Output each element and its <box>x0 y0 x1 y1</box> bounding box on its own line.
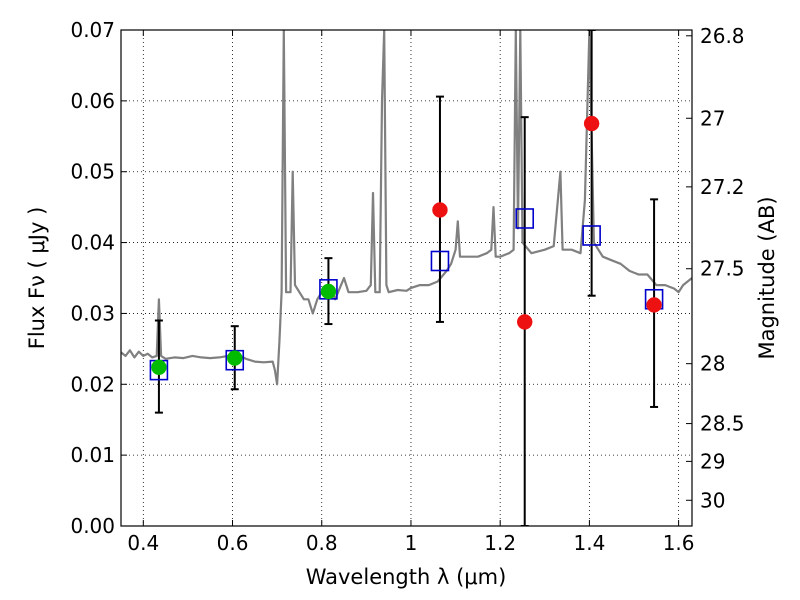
y-tick-label: 0.02 <box>70 372 115 396</box>
y-tick-label: 0.05 <box>70 160 115 184</box>
x-tick-label: 0.4 <box>127 531 159 555</box>
observed-dot-marker <box>151 359 167 376</box>
tick-layer: 0.4 0.6 0.8 1 1.2 1.4 1.6 0.00 0.01 0.02 0.03 0.04 0… <box>70 18 744 555</box>
y2-tick-label: 28 <box>700 352 725 376</box>
x-tick-label: 1 <box>405 531 418 555</box>
observed-dot-marker <box>227 350 243 366</box>
x-tick-label: 1.4 <box>573 531 605 555</box>
model-square-marker <box>515 208 535 229</box>
y2-tick-label: 27.2 <box>700 175 745 199</box>
observed-dot-marker <box>320 283 337 300</box>
y-tick-label: 0.04 <box>70 231 115 255</box>
observed-dot-marker <box>583 115 600 132</box>
y-tick-label: 0.07 <box>70 18 115 42</box>
plot-layer <box>121 30 692 526</box>
y2-tick-label: 27.5 <box>700 257 745 281</box>
y-tick-label: 0.03 <box>70 301 115 325</box>
y-tick-label: 0.00 <box>70 514 115 538</box>
y2-axis-label: Magnitude (AB) <box>755 196 779 359</box>
x-tick-label: 1.2 <box>484 531 516 555</box>
x-tick-label: 0.6 <box>217 531 249 555</box>
x-axis-label: Wavelength λ (μm) <box>306 565 507 589</box>
grid-layer <box>121 29 692 527</box>
y2-tick-label: 29 <box>700 449 725 473</box>
x-tick-label: 0.8 <box>306 531 338 555</box>
model-square-marker <box>430 250 450 272</box>
observed-dot-marker <box>432 202 448 218</box>
x-tick-label: 1.6 <box>663 531 695 555</box>
model-square-marker <box>582 225 601 246</box>
y-axis-label: Flux Fν ( μJy ) <box>25 207 49 350</box>
spectrum-line <box>121 30 692 386</box>
y2-tick-label: 27 <box>700 106 725 130</box>
y2-tick-label: 30 <box>700 488 725 512</box>
y2-tick-label: 28.5 <box>700 412 745 436</box>
y-tick-label: 0.01 <box>70 443 115 467</box>
plot-frame <box>120 29 693 527</box>
y-tick-label: 0.06 <box>70 89 115 113</box>
observed-dot-marker <box>516 314 533 330</box>
observed-dot-marker <box>646 297 662 313</box>
y2-tick-label: 26.8 <box>700 24 745 48</box>
